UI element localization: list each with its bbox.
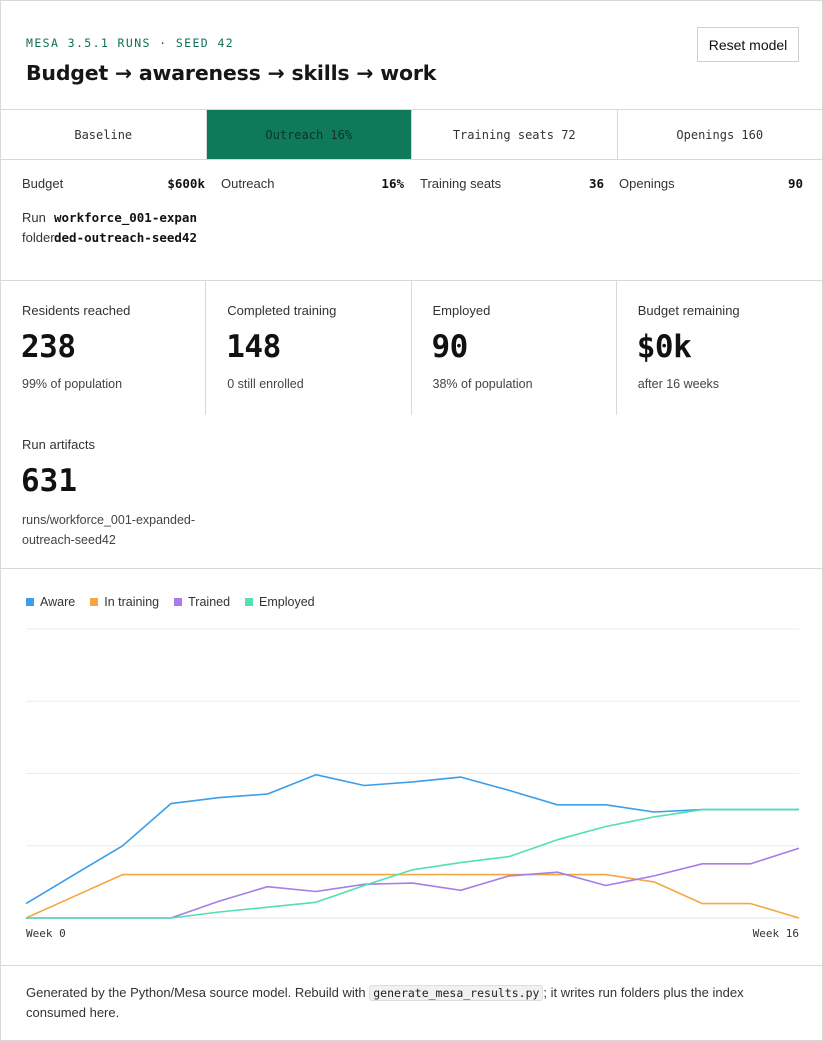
legend-swatch	[174, 598, 183, 606]
series-line-employed	[26, 808, 799, 919]
stat-value: 148	[226, 329, 281, 365]
legend-label: In training	[104, 595, 160, 609]
page-title: Budget → awareness → skills → work	[26, 61, 437, 85]
legend-item-trained: Trained	[174, 595, 230, 609]
param-budget-value: $600k	[167, 175, 205, 191]
eyebrow-label: MESA 3.5.1 RUNS · SEED 42	[26, 36, 235, 50]
param-training-seats-label: Training seats	[420, 175, 502, 191]
stat-value: 238	[21, 329, 76, 365]
stat-label: Completed training	[227, 303, 337, 318]
legend-swatch	[90, 598, 99, 606]
stat-subtext: 99% of population	[22, 377, 123, 391]
legend-item-employed: Employed	[245, 595, 315, 609]
param-training-seats-value: 36	[588, 175, 604, 191]
legend-label: Employed	[259, 595, 315, 609]
tab-outreach[interactable]: Outreach 16%	[206, 110, 412, 159]
legend-swatch	[245, 598, 254, 606]
tab-training-seats[interactable]: Training seats 72	[412, 110, 618, 159]
param-openings-label: Openings	[619, 175, 675, 191]
x-tick-label-first: Week 0	[26, 927, 66, 940]
reset-model-button[interactable]: Reset model	[697, 27, 799, 62]
tab-openings[interactable]: Openings 160	[676, 127, 764, 142]
x-tick-label-last: Week 16	[752, 927, 799, 940]
param-budget-label: Budget	[22, 175, 64, 191]
param-outreach-value: 16%	[381, 175, 404, 191]
param-outreach: Outreach 16%	[221, 174, 404, 192]
stat-label: Budget remaining	[637, 303, 740, 318]
series-line-trained	[26, 847, 800, 919]
stat-budget-remaining: Budget remaining $0k after 16 weeks	[617, 281, 822, 415]
stat-value: 631	[21, 463, 77, 499]
scenario-tabs: Baseline Outreach 16% Training seats 72 …	[1, 110, 822, 160]
parameters-panel: Budget $600k Outreach 16% Training seats…	[1, 160, 822, 281]
footer-text-before: Generated by the Python/Mesa source mode…	[26, 985, 370, 1000]
chart-panel: Aware In training Trained Employed Week …	[1, 569, 822, 966]
stat-residents-reached: Residents reached 238 99% of population	[1, 281, 207, 415]
param-outreach-label: Outreach	[221, 175, 275, 191]
param-openings: Openings 90	[619, 174, 803, 192]
stat-label: Residents reached	[22, 303, 131, 318]
stat-completed-training: Completed training 148 0 still enrolled	[206, 281, 412, 415]
stat-subtext: 38% of population	[432, 377, 533, 391]
tab-baseline[interactable]: Baseline	[1, 110, 207, 159]
legend-label: Aware	[40, 595, 76, 609]
footer-code: generate_mesa_results.py	[369, 985, 544, 1001]
stat-subtext: 0 still enrolled	[227, 377, 304, 391]
line-chart	[25, 628, 800, 919]
param-training-seats: Training seats 36	[420, 174, 604, 192]
param-budget: Budget $600k	[22, 174, 205, 192]
stat-value: $0k	[636, 329, 692, 365]
chart-legend: Aware In training Trained Employed	[26, 595, 315, 609]
legend-item-in-training: In training	[90, 595, 159, 609]
stat-employed: Employed 90 38% of population	[412, 281, 617, 415]
stat-run-artifacts: Run artifacts 631 runs/workforce_001-exp…	[1, 415, 822, 569]
header: MESA 3.5.1 RUNS · SEED 42 Budget → aware…	[1, 1, 822, 110]
series-line-aware	[25, 773, 799, 905]
param-run-folder-value: workforce_001-expanded-outreach-seed42	[54, 210, 197, 245]
series-line-in-training	[25, 873, 800, 919]
footer-text-after: ; it writes run folders plus the index c…	[26, 985, 744, 1020]
legend-label: Trained	[188, 595, 231, 609]
legend-item-aware: Aware	[26, 595, 75, 609]
legend-swatch	[26, 598, 34, 606]
stat-label: Employed	[432, 303, 491, 318]
stat-subtext: after 16 weeks	[637, 377, 720, 391]
param-run-folder-label: Run folder	[22, 210, 55, 245]
stats-row: Residents reached 238 99% of population …	[1, 281, 822, 415]
footer-note: Generated by the Python/Mesa source mode…	[26, 983, 786, 1023]
stat-label: Run artifacts	[22, 437, 95, 452]
param-openings-value: 90	[787, 175, 803, 191]
stat-value: 90	[431, 329, 469, 365]
stat-subtext: runs/workforce_001-expanded-outreach-see…	[22, 513, 196, 547]
